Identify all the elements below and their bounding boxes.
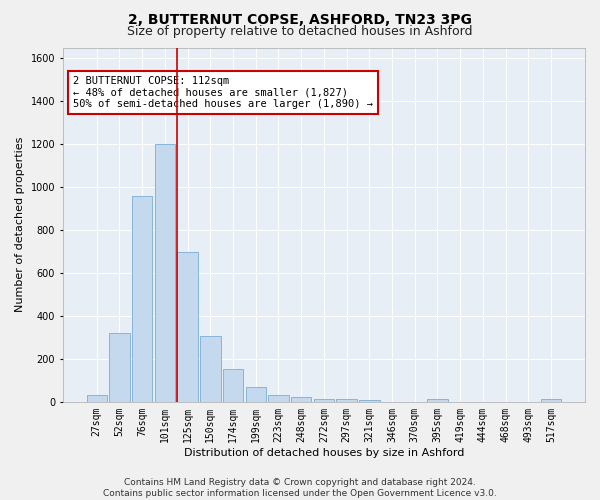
Y-axis label: Number of detached properties: Number of detached properties <box>15 137 25 312</box>
Bar <box>541 400 561 402</box>
X-axis label: Distribution of detached houses by size in Ashford: Distribution of detached houses by size … <box>184 448 464 458</box>
Text: 2, BUTTERNUT COPSE, ASHFORD, TN23 3PG: 2, BUTTERNUT COPSE, ASHFORD, TN23 3PG <box>128 12 472 26</box>
Text: Size of property relative to detached houses in Ashford: Size of property relative to detached ho… <box>127 25 473 38</box>
Bar <box>86 396 107 402</box>
Bar <box>178 252 198 402</box>
Bar <box>155 144 175 402</box>
Bar <box>314 398 334 402</box>
Text: 2 BUTTERNUT COPSE: 112sqm
← 48% of detached houses are smaller (1,827)
50% of se: 2 BUTTERNUT COPSE: 112sqm ← 48% of detac… <box>73 76 373 109</box>
Text: Contains HM Land Registry data © Crown copyright and database right 2024.
Contai: Contains HM Land Registry data © Crown c… <box>103 478 497 498</box>
Bar <box>200 336 221 402</box>
Bar <box>359 400 380 402</box>
Bar <box>245 387 266 402</box>
Bar <box>291 397 311 402</box>
Bar <box>427 400 448 402</box>
Bar <box>337 400 357 402</box>
Bar <box>223 368 243 402</box>
Bar <box>132 196 152 402</box>
Bar <box>109 333 130 402</box>
Bar <box>268 396 289 402</box>
